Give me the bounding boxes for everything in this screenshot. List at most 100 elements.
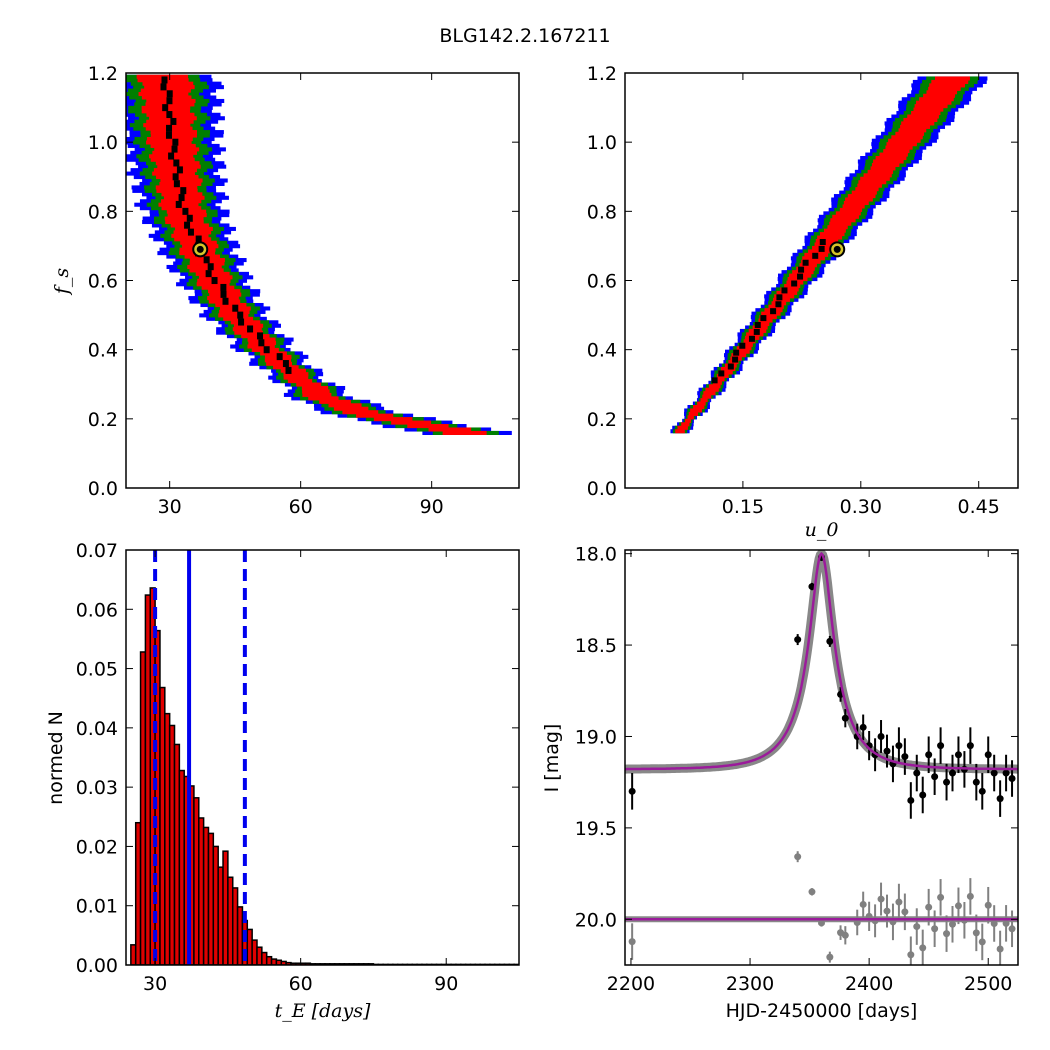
confidence-1sigma-cell <box>342 410 379 415</box>
residual-point <box>628 938 636 946</box>
x-axis-label: HJD-2450000 [days] <box>726 1000 918 1022</box>
best-cell <box>161 76 168 84</box>
data-point <box>949 769 956 777</box>
confidence-1sigma-cell <box>780 287 799 292</box>
x-tick-label: 90 <box>434 973 458 995</box>
best-cell <box>175 200 182 208</box>
y-tick-label: 18.5 <box>575 635 617 657</box>
residual-point <box>841 931 849 939</box>
residual-point <box>883 907 891 915</box>
best-cell <box>207 263 214 271</box>
confidence-1sigma-cell <box>690 408 702 413</box>
confidence-1sigma-cell <box>428 427 472 432</box>
confidence-1sigma-cell <box>870 166 896 171</box>
confidence-1sigma-cell <box>138 92 189 97</box>
y-tick-label: 0.05 <box>76 659 118 681</box>
best-cell <box>812 252 819 259</box>
residual-point <box>978 938 986 946</box>
x-tick-label: 30 <box>143 973 167 995</box>
confidence-1sigma-cell <box>839 207 863 212</box>
confidence-1sigma-cell <box>247 344 275 349</box>
confidence-1sigma-cell <box>407 424 449 429</box>
best-cell <box>818 245 825 252</box>
residual-point <box>925 903 933 911</box>
confidence-1sigma-cell <box>442 430 487 435</box>
confidence-1sigma-cell <box>145 102 195 107</box>
best-cell <box>819 239 826 245</box>
best-cell <box>727 363 734 370</box>
plot-area <box>670 76 988 434</box>
confidence-1sigma-cell <box>302 389 330 394</box>
confidence-1sigma-cell <box>919 97 954 102</box>
plot-area <box>126 74 512 435</box>
fs-vs-u0-panel: 0.15 0.30 0.45 0.0 0.2 0.4 0.6 0.8 1.0 1.2 u_0 <box>587 63 1019 541</box>
confidence-1sigma-cell <box>230 320 261 325</box>
confidence-1sigma-cell <box>287 379 313 384</box>
confidence-1sigma-cell <box>898 128 927 133</box>
data-point <box>972 778 980 786</box>
confidence-1sigma-cell <box>830 218 856 223</box>
data-point <box>990 769 998 777</box>
confidence-1sigma-cell <box>703 391 716 396</box>
confidence-1sigma-cell <box>843 200 869 206</box>
best-cell <box>781 287 788 294</box>
data-point <box>931 773 939 781</box>
best-cell <box>165 131 172 139</box>
y-tick-label: 0.0 <box>88 478 118 500</box>
confidence-1sigma-cell <box>685 418 691 423</box>
best-cell <box>172 173 179 181</box>
data-point <box>943 778 951 786</box>
best-cell <box>180 187 187 195</box>
confidence-1sigma-cell <box>891 135 923 140</box>
best-cell <box>753 328 760 335</box>
residual-point <box>972 929 980 937</box>
light-curve-panel: 2200 2300 2400 2500 18.0 18.5 19.0 19.5 20.0 HJD-… <box>541 544 1019 1022</box>
confidence-1sigma-cell <box>829 221 852 226</box>
data-point <box>907 796 915 804</box>
confidence-1sigma-cell <box>824 228 846 233</box>
best-fit-marker-center <box>833 245 841 253</box>
confidence-1sigma-cell <box>140 88 191 93</box>
best-cell <box>203 256 210 264</box>
best-cell <box>285 366 292 374</box>
confidence-1sigma-cell <box>241 334 270 339</box>
data-point <box>954 751 962 759</box>
confidence-1sigma-cell <box>174 237 212 242</box>
y-tick-label: 0.2 <box>587 409 617 431</box>
confidence-1sigma-cell <box>929 83 966 88</box>
confidence-1sigma-cell <box>860 176 890 181</box>
confidence-1sigma-cell <box>934 76 970 81</box>
confidence-1sigma-cell <box>832 214 859 219</box>
y-tick-label: 1.0 <box>587 132 617 154</box>
best-cell <box>171 145 178 153</box>
y-tick-label: 19.0 <box>575 726 617 748</box>
confidence-1sigma-cell <box>756 322 770 327</box>
y-tick-label: 18.0 <box>575 544 617 566</box>
confidence-1sigma-cell <box>718 370 733 375</box>
confidence-1sigma-cell <box>152 150 197 155</box>
confidence-1sigma-cell <box>888 138 921 143</box>
x-tick-label: 90 <box>420 496 444 518</box>
residual-point <box>901 908 909 916</box>
data-point <box>877 732 885 740</box>
confidence-1sigma-cell <box>219 309 250 314</box>
best-cell <box>182 207 189 215</box>
confidence-1sigma-cell <box>391 420 432 425</box>
data-point <box>996 795 1004 803</box>
best-cell <box>222 297 229 305</box>
data-point <box>919 791 927 799</box>
best-cell <box>770 308 777 315</box>
data-point <box>984 751 992 759</box>
confidence-1sigma-cell <box>928 86 961 91</box>
confidence-1sigma-cell <box>871 162 900 167</box>
confidence-1sigma-cell <box>914 104 948 109</box>
best-cell <box>732 356 739 363</box>
y-tick-label: 0.04 <box>76 718 118 740</box>
confidence-1sigma-cell <box>283 375 309 380</box>
figure-title: BLG142.2.167211 <box>439 25 610 47</box>
confidence-1sigma-cell <box>189 261 225 266</box>
best-cell <box>282 360 289 368</box>
confidence-1sigma-cell <box>827 225 848 230</box>
best-cell <box>195 235 202 243</box>
confidence-1sigma-cell <box>234 330 263 335</box>
